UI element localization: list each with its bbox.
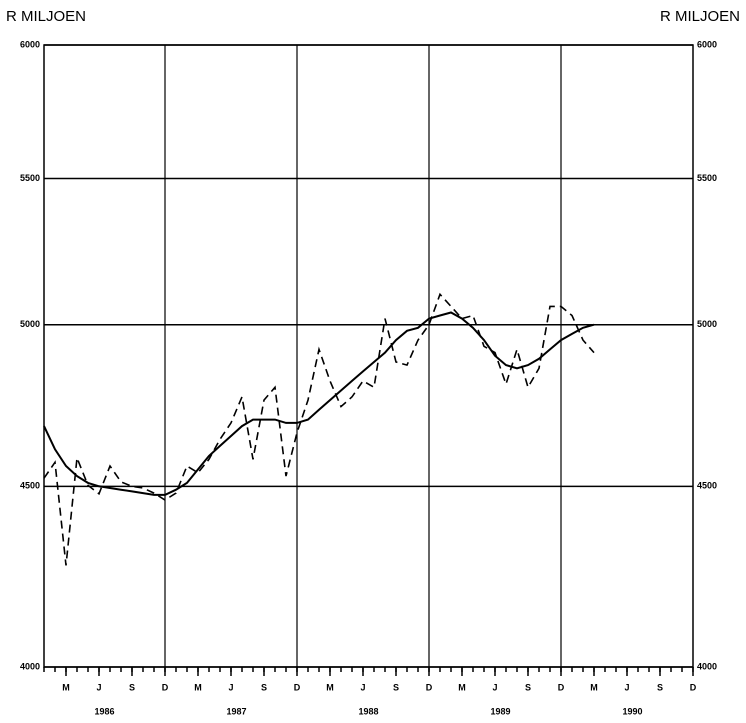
y2-tick-label: 6000 bbox=[697, 39, 717, 49]
x-tick-label: D bbox=[294, 682, 301, 692]
dashed-line bbox=[43, 292, 595, 566]
y-tick-label: 6000 bbox=[20, 39, 40, 49]
x-tick-label: D bbox=[162, 682, 169, 692]
y-tick-label: 4000 bbox=[20, 661, 40, 671]
x-tick-label: S bbox=[525, 682, 531, 692]
y-axis-title-right: R MILJOEN bbox=[660, 8, 740, 25]
x-tick-label: J bbox=[360, 682, 365, 692]
y-tick-label: 4500 bbox=[20, 481, 40, 491]
x-tick-label: S bbox=[261, 682, 267, 692]
x-tick-label: J bbox=[228, 682, 233, 692]
year-label: 1989 bbox=[490, 706, 510, 716]
y-tick-label: 5000 bbox=[20, 319, 40, 329]
year-label: 1986 bbox=[94, 706, 114, 716]
x-tick-label: M bbox=[458, 682, 466, 692]
x-tick-label: M bbox=[62, 682, 70, 692]
x-tick-label: J bbox=[492, 682, 497, 692]
y2-tick-label: 5500 bbox=[697, 173, 717, 183]
year-label: 1988 bbox=[358, 706, 378, 716]
y2-tick-label: 5000 bbox=[697, 319, 717, 329]
x-tick-label: J bbox=[96, 682, 101, 692]
x-tick-label: M bbox=[194, 682, 202, 692]
x-tick-label: S bbox=[393, 682, 399, 692]
x-tick-label: S bbox=[657, 682, 663, 692]
y-axis-title-left: R MILJOEN bbox=[6, 8, 86, 25]
plot-frame bbox=[43, 44, 694, 668]
year-label: 1987 bbox=[226, 706, 246, 716]
x-tick-label: J bbox=[624, 682, 629, 692]
y2-tick-label: 4000 bbox=[697, 661, 717, 671]
x-tick-label: D bbox=[558, 682, 565, 692]
x-tick-label: S bbox=[129, 682, 135, 692]
x-tick-label: M bbox=[590, 682, 598, 692]
x-tick-label: D bbox=[690, 682, 697, 692]
x-tick-label: D bbox=[426, 682, 433, 692]
y-tick-label: 5500 bbox=[20, 173, 40, 183]
year-label: 1990 bbox=[622, 706, 642, 716]
x-tick-label: M bbox=[326, 682, 334, 692]
solid-line bbox=[43, 311, 595, 496]
y2-tick-label: 4500 bbox=[697, 481, 717, 491]
